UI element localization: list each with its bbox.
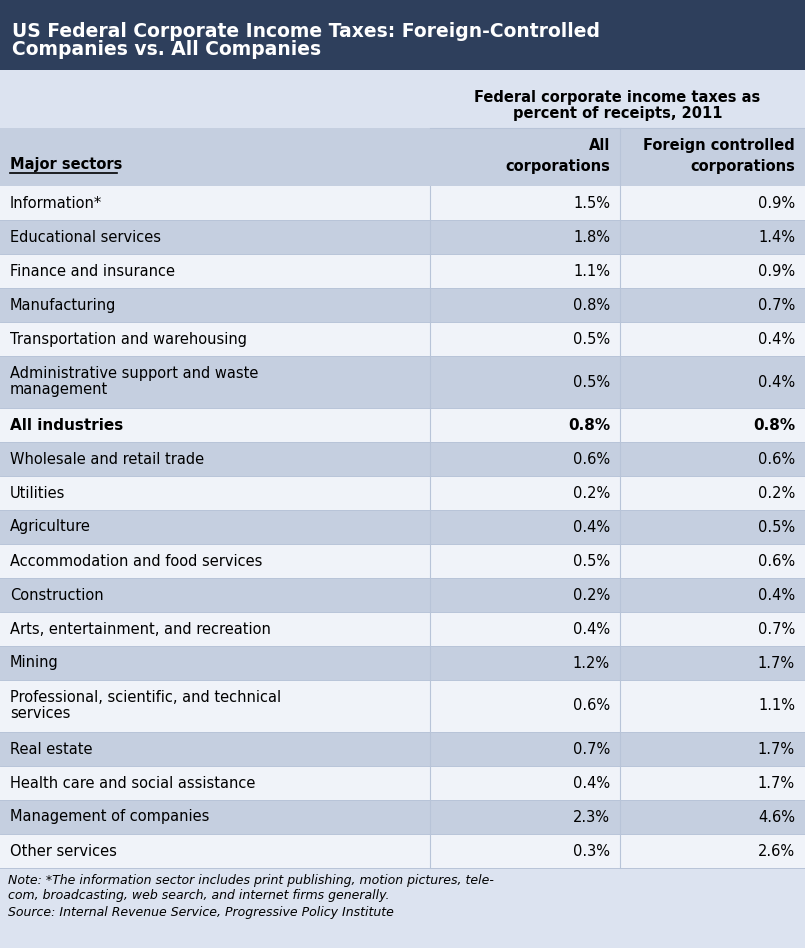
Text: 0.2%: 0.2% [572,588,610,603]
Text: Wholesale and retail trade: Wholesale and retail trade [10,451,204,466]
Text: Other services: Other services [10,844,117,859]
Text: 0.6%: 0.6% [758,554,795,569]
Text: corporations: corporations [690,159,795,174]
Text: 0.5%: 0.5% [573,332,610,347]
Bar [0,680,805,732]
Text: 1.2%: 1.2% [573,655,610,670]
Text: US Federal Corporate Income Taxes: Foreign-Controlled: US Federal Corporate Income Taxes: Forei… [12,22,600,41]
Text: Administrative support and waste: Administrative support and waste [10,366,258,381]
Text: management: management [10,382,108,397]
Text: 2.6%: 2.6% [758,844,795,859]
Text: 1.1%: 1.1% [758,699,795,714]
Text: 0.4%: 0.4% [758,332,795,347]
Text: 2.3%: 2.3% [573,810,610,825]
Text: 0.2%: 0.2% [572,485,610,501]
Text: 0.8%: 0.8% [573,298,610,313]
Text: 0.4%: 0.4% [573,622,610,636]
Text: Accommodation and food services: Accommodation and food services [10,554,262,569]
Text: 0.6%: 0.6% [573,451,610,466]
Text: 1.5%: 1.5% [573,195,610,210]
Text: 1.7%: 1.7% [758,741,795,757]
Text: Utilities: Utilities [10,485,65,501]
Bar [0,70,805,128]
Text: Management of companies: Management of companies [10,810,209,825]
Bar [0,356,805,408]
Text: 0.7%: 0.7% [758,622,795,636]
Text: services: services [10,706,70,721]
Text: Educational services: Educational services [10,229,161,245]
Text: 1.1%: 1.1% [573,264,610,279]
Text: 0.8%: 0.8% [753,417,795,432]
Bar [0,612,805,646]
Bar [0,186,805,220]
Text: 0.7%: 0.7% [572,741,610,757]
Text: Finance and insurance: Finance and insurance [10,264,175,279]
Text: 1.4%: 1.4% [758,229,795,245]
Text: 0.5%: 0.5% [758,520,795,535]
Text: Transportation and warehousing: Transportation and warehousing [10,332,247,347]
Text: 1.7%: 1.7% [758,655,795,670]
Bar [0,578,805,612]
Text: 0.2%: 0.2% [758,485,795,501]
Text: 0.9%: 0.9% [758,264,795,279]
Text: Manufacturing: Manufacturing [10,298,117,313]
Text: corporations: corporations [505,159,610,174]
Text: 0.3%: 0.3% [573,844,610,859]
Text: 0.4%: 0.4% [758,374,795,390]
Bar [0,732,805,766]
Text: Foreign controlled: Foreign controlled [643,138,795,153]
Text: percent of receipts, 2011: percent of receipts, 2011 [513,105,722,120]
Bar [0,476,805,510]
Text: 4.6%: 4.6% [758,810,795,825]
Text: All industries: All industries [10,417,123,432]
Text: 1.8%: 1.8% [573,229,610,245]
Text: 0.4%: 0.4% [758,588,795,603]
Text: Companies vs. All Companies: Companies vs. All Companies [12,40,321,59]
Text: 0.5%: 0.5% [573,554,610,569]
Text: Agriculture: Agriculture [10,520,91,535]
Bar [0,220,805,254]
Text: All: All [588,138,610,153]
Text: 0.9%: 0.9% [758,195,795,210]
Bar [0,544,805,578]
Text: Federal corporate income taxes as: Federal corporate income taxes as [474,89,761,104]
Bar [0,834,805,868]
Bar [0,646,805,680]
Text: Health care and social assistance: Health care and social assistance [10,775,255,791]
Bar [0,442,805,476]
Text: Note: *The information sector includes print publishing, motion pictures, tele-: Note: *The information sector includes p… [8,874,494,887]
Text: Real estate: Real estate [10,741,93,757]
Bar [0,0,805,70]
Bar [0,510,805,544]
Bar [0,322,805,356]
Text: 0.4%: 0.4% [573,775,610,791]
Bar [0,254,805,288]
Text: Mining: Mining [10,655,59,670]
Text: 0.6%: 0.6% [758,451,795,466]
Text: 1.7%: 1.7% [758,775,795,791]
Text: com, broadcasting, web search, and internet firms generally.: com, broadcasting, web search, and inter… [8,889,390,902]
Bar [0,766,805,800]
Bar [0,800,805,834]
Bar [0,408,805,442]
Text: Professional, scientific, and technical: Professional, scientific, and technical [10,690,281,705]
Text: Information*: Information* [10,195,102,210]
Text: 0.8%: 0.8% [568,417,610,432]
Text: Major sectors: Major sectors [10,157,122,172]
Bar [0,128,805,186]
Bar [0,288,805,322]
Text: 0.6%: 0.6% [573,699,610,714]
Text: 0.7%: 0.7% [758,298,795,313]
Text: Source: Internal Revenue Service, Progressive Policy Institute: Source: Internal Revenue Service, Progre… [8,906,394,919]
Text: 0.5%: 0.5% [573,374,610,390]
Text: 0.4%: 0.4% [573,520,610,535]
Text: Arts, entertainment, and recreation: Arts, entertainment, and recreation [10,622,270,636]
Text: Construction: Construction [10,588,104,603]
